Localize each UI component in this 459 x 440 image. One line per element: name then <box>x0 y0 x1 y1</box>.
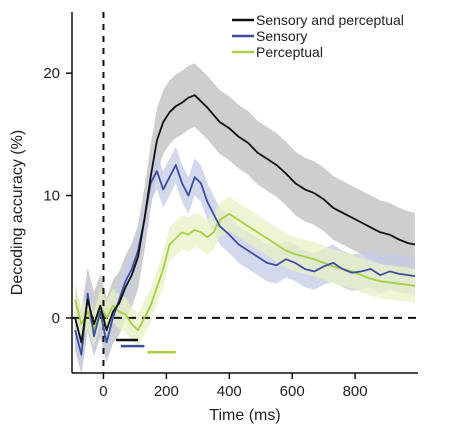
axes <box>66 12 418 379</box>
x-tick-label: 600 <box>280 383 305 400</box>
legend-label-perceptual: Perceptual <box>256 44 323 60</box>
y-tick-label: 10 <box>43 188 60 205</box>
series-lines <box>74 94 416 356</box>
y-tick-label: 20 <box>43 65 60 82</box>
tick-labels: 0 200 400 600 800 0 10 20 <box>43 65 367 400</box>
line-sensory <box>74 164 416 356</box>
band-sensory-and-perceptual <box>75 63 415 375</box>
y-tick-label: 0 <box>52 310 60 327</box>
band-perceptual <box>75 196 415 348</box>
legend-label-sensory-and-perceptual: Sensory and perceptual <box>256 12 404 28</box>
x-tick-label: 200 <box>154 383 179 400</box>
band-sensory <box>75 146 415 373</box>
confidence-bands <box>75 63 415 375</box>
line-sensory-and-perceptual <box>74 94 416 344</box>
x-tick-label: 800 <box>343 383 368 400</box>
x-tick-label: 0 <box>99 383 107 400</box>
x-tick-label: 400 <box>217 383 242 400</box>
x-axis-title: Time (ms) <box>209 407 280 424</box>
y-axis-title: Decoding accuracy (%) <box>9 130 26 295</box>
legend-label-sensory: Sensory <box>256 28 307 44</box>
significance-bars <box>116 338 176 354</box>
